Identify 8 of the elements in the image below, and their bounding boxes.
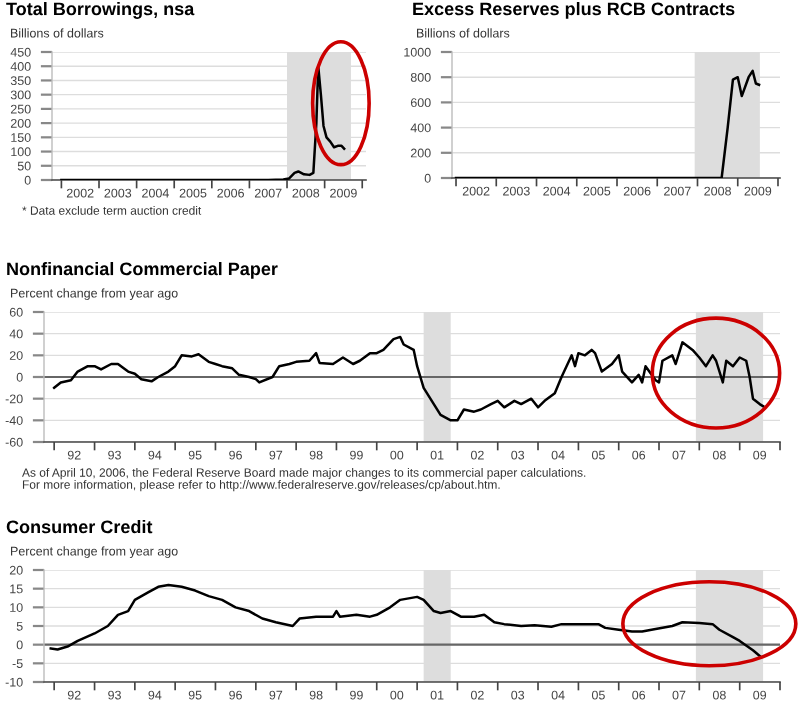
line-series: [49, 583, 761, 658]
line-series: [60, 64, 346, 180]
chart-title: Consumer Credit: [6, 520, 153, 534]
line-series: [454, 69, 761, 178]
chart-title: Total Borrowings, nsa: [6, 2, 195, 19]
chart-title: Excess Reserves plus RCB Contracts: [413, 2, 735, 19]
line-series: [52, 335, 765, 422]
chart-title: Nonfinancial Commercial Paper: [7, 262, 278, 279]
